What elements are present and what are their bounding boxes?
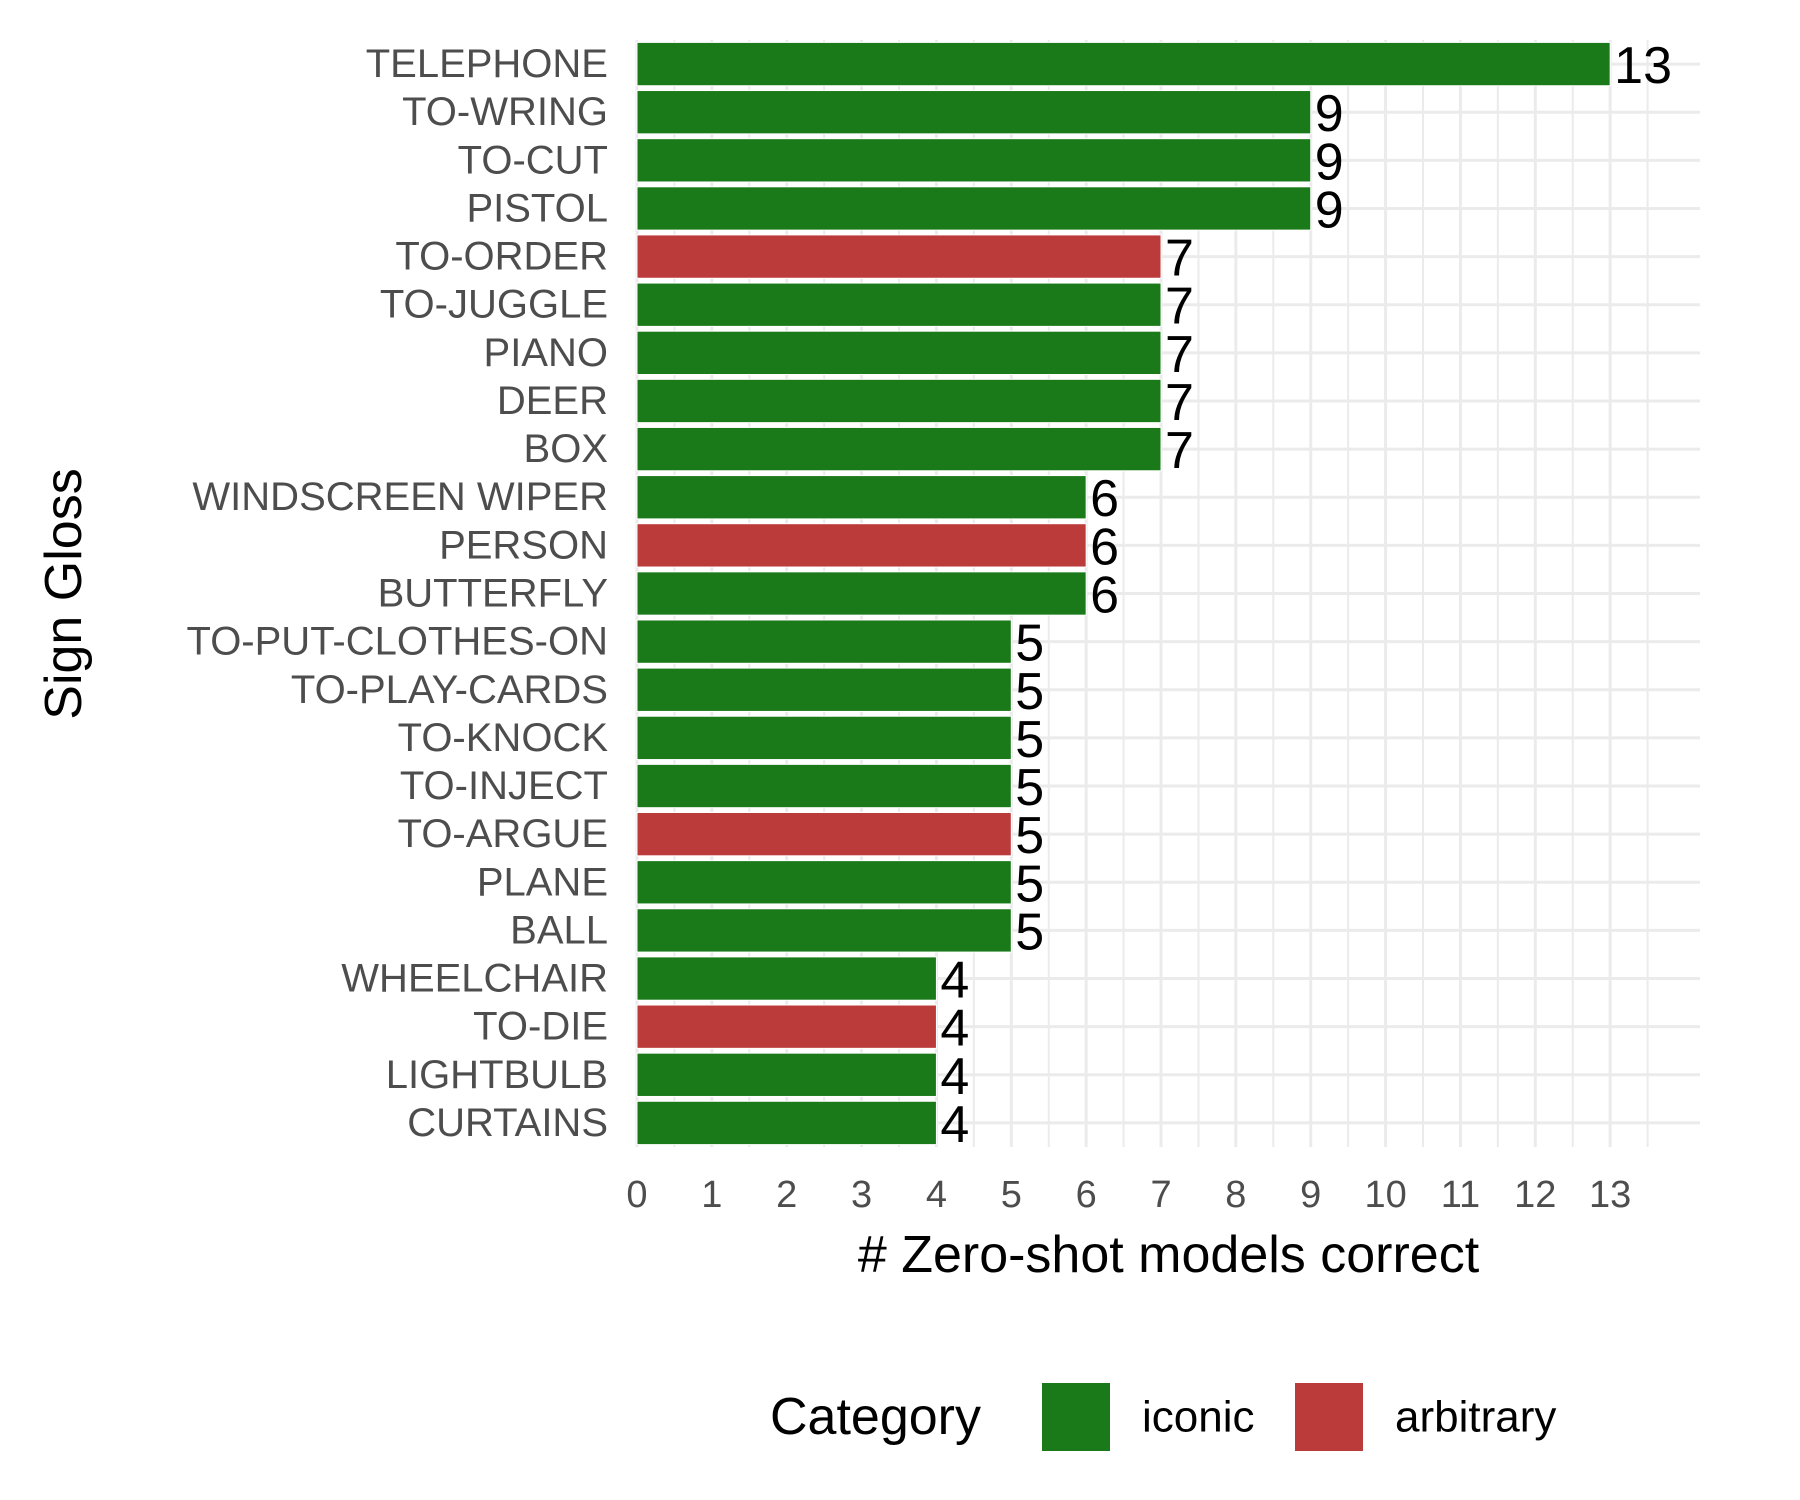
legend-swatch-iconic	[1042, 1383, 1110, 1451]
y-tick-label: TO-ORDER	[395, 235, 608, 279]
data-label: 4	[940, 1000, 969, 1058]
y-tick-label: PLANE	[477, 860, 608, 904]
data-label: 4	[940, 952, 969, 1010]
bar	[636, 90, 1312, 135]
y-tick-label: TO-PUT-CLOTHES-ON	[186, 620, 608, 664]
bar	[636, 908, 1012, 953]
bar	[636, 860, 1012, 905]
data-label: 13	[1614, 37, 1672, 95]
data-label: 7	[1165, 230, 1194, 288]
bar	[636, 426, 1162, 472]
data-label: 7	[1165, 422, 1194, 480]
y-tick-label: TO-JUGGLE	[380, 283, 608, 327]
x-tick-label: 7	[1150, 1174, 1171, 1216]
legend-swatch-arbitrary	[1295, 1383, 1363, 1451]
bar	[636, 571, 1087, 616]
x-tick-label: 2	[776, 1174, 797, 1216]
y-tick-label: TO-PLAY-CARDS	[291, 668, 608, 712]
legend-title: Category	[770, 1388, 981, 1446]
data-label: 5	[1015, 903, 1044, 961]
y-tick-label: TO-CUT	[458, 138, 608, 182]
bar	[636, 523, 1087, 568]
x-tick-label: 10	[1364, 1174, 1406, 1216]
bar	[636, 619, 1012, 664]
y-tick-label: TO-DIE	[473, 1005, 608, 1049]
y-tick-label: TO-INJECT	[400, 764, 608, 808]
y-tick-label: DEER	[497, 379, 608, 423]
x-tick-label: 4	[926, 1174, 947, 1216]
y-tick-label: BALL	[510, 908, 608, 952]
data-label: 5	[1015, 855, 1044, 913]
bar	[636, 811, 1012, 857]
bar	[636, 1100, 937, 1146]
bar	[636, 234, 1162, 279]
x-tick-label: 1	[701, 1174, 722, 1216]
data-label: 5	[1015, 759, 1044, 817]
bar	[636, 956, 937, 1001]
y-tick-label: WINDSCREEN WIPER	[192, 475, 608, 519]
y-tick-label: BUTTERFLY	[378, 572, 608, 616]
data-label: 4	[940, 1096, 969, 1154]
data-label: 6	[1090, 567, 1119, 625]
x-tick-label: 8	[1225, 1174, 1246, 1216]
data-label: 7	[1165, 278, 1194, 336]
y-tick-label: BOX	[524, 427, 608, 471]
data-label: 9	[1315, 181, 1344, 239]
bar	[636, 715, 1012, 761]
data-label: 4	[940, 1048, 969, 1106]
y-tick-label: TELEPHONE	[366, 42, 608, 86]
bar	[636, 475, 1087, 520]
data-label: 5	[1015, 711, 1044, 769]
y-tick-label: PERSON	[439, 523, 608, 567]
x-tick-label: 6	[1076, 1174, 1097, 1216]
y-tick-label: CURTAINS	[407, 1101, 608, 1145]
data-label: 6	[1090, 470, 1119, 528]
x-tick-label: 0	[626, 1174, 647, 1216]
legend-label: arbitrary	[1395, 1393, 1556, 1442]
bar	[636, 1052, 937, 1097]
y-tick-label: TO-KNOCK	[398, 716, 609, 760]
legend-label: iconic	[1142, 1393, 1255, 1442]
x-tick-label: 12	[1514, 1174, 1556, 1216]
x-tick-label: 11	[1441, 1174, 1480, 1216]
data-label: 5	[1015, 663, 1044, 721]
bar	[636, 1004, 937, 1049]
bar	[636, 41, 1611, 87]
bar	[636, 138, 1312, 183]
y-tick-label: PISTOL	[466, 186, 608, 230]
bar	[636, 282, 1162, 327]
bar	[636, 330, 1162, 376]
bar	[636, 186, 1312, 231]
y-tick-label: TO-ARGUE	[398, 812, 608, 856]
bar	[636, 763, 1012, 809]
data-label: 5	[1015, 615, 1044, 673]
bar	[636, 667, 1012, 712]
data-label: 9	[1315, 133, 1344, 191]
data-label: 6	[1090, 518, 1119, 576]
x-tick-label: 3	[851, 1174, 872, 1216]
y-tick-label: TO-WRING	[402, 90, 608, 134]
y-axis-title: Sign Gloss	[35, 468, 93, 719]
x-axis-title: # Zero-shot models correct	[858, 1226, 1480, 1284]
bar	[636, 378, 1162, 424]
x-tick-label: 9	[1300, 1174, 1321, 1216]
y-tick-label: PIANO	[484, 331, 608, 375]
data-label: 5	[1015, 807, 1044, 865]
y-tick-label: LIGHTBULB	[386, 1053, 608, 1097]
data-label: 7	[1165, 374, 1194, 432]
data-label: 9	[1315, 85, 1344, 143]
data-label: 7	[1165, 326, 1194, 384]
x-tick-label: 13	[1589, 1174, 1631, 1216]
x-tick-label: 5	[1001, 1174, 1022, 1216]
y-tick-label: WHEELCHAIR	[341, 957, 608, 1001]
